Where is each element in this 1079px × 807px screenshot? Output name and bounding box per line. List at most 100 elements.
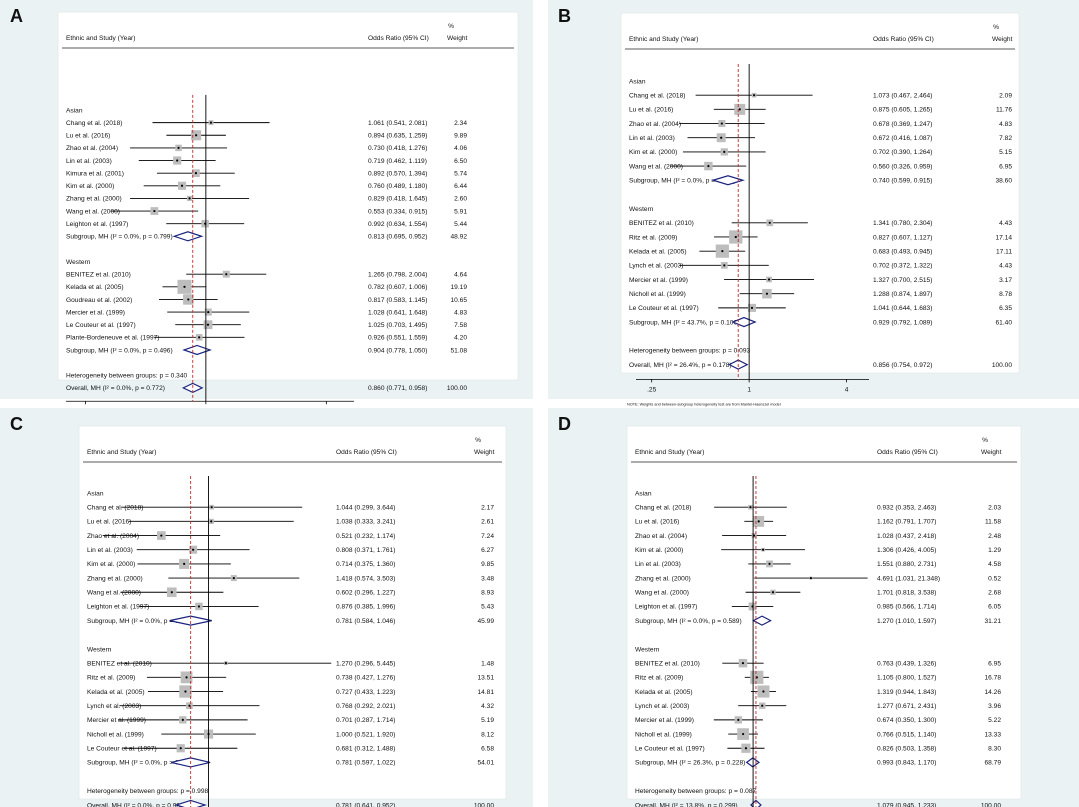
study-weight: 9.85 xyxy=(481,561,494,568)
point-estimate xyxy=(723,150,726,153)
point-estimate xyxy=(771,591,775,594)
study-weight: 2.09 xyxy=(999,92,1012,99)
point-estimate xyxy=(744,747,748,750)
study-ci: 1.319 (0.944, 1.843) xyxy=(877,689,936,696)
study-ci: 0.817 (0.583, 1.145) xyxy=(368,297,427,304)
study-name: Mercier et al. (1999) xyxy=(66,309,125,316)
study-name: Ritz et al. (2009) xyxy=(635,675,683,682)
study-ci: 1.341 (0.780, 2.304) xyxy=(873,220,932,227)
study-ci: 1.270 (0.296, 5.445) xyxy=(336,660,395,667)
group-label: Western xyxy=(635,646,660,653)
study-weight: 7.58 xyxy=(454,322,467,329)
study-weight: 3.96 xyxy=(988,703,1001,710)
header-weight: Weight xyxy=(992,36,1013,43)
panel-letter: D xyxy=(558,414,571,434)
percent-header: % xyxy=(982,437,988,444)
subgroup-weight: 38.60 xyxy=(995,178,1012,185)
x-tick-label: .25 xyxy=(647,386,656,393)
point-estimate xyxy=(737,718,740,721)
point-estimate xyxy=(183,285,186,288)
study-name: Le Couteur et al. (1997) xyxy=(66,322,136,329)
point-estimate xyxy=(185,676,188,679)
study-weight: 4.20 xyxy=(454,335,467,342)
study-ci: 1.028 (0.641, 1.648) xyxy=(368,309,427,316)
study-ci: 1.265 (0.798, 2.004) xyxy=(368,271,427,278)
subgroup-weight: 31.21 xyxy=(984,618,1001,625)
header-study: Ethnic and Study (Year) xyxy=(635,449,704,456)
study-name: Leighton et al. (1997) xyxy=(87,604,149,611)
point-estimate xyxy=(232,576,235,580)
subgroup-diamond xyxy=(752,615,772,626)
overall-label: Overall, MH (I² = 0.0%, p = 0.986) xyxy=(87,802,186,807)
study-ci: 1.038 (0.333, 3.241) xyxy=(336,519,395,526)
study-weight: 16.78 xyxy=(984,675,1001,682)
study-weight: 11.58 xyxy=(985,519,1001,526)
study-ci: 1.277 (0.671, 2.431) xyxy=(877,703,936,710)
header-odds-ratio: Odds Ratio (95% CI) xyxy=(336,449,397,456)
study-ci: 1.000 (0.521, 1.920) xyxy=(336,731,395,738)
point-estimate xyxy=(741,662,745,665)
group-label: Western xyxy=(87,646,112,653)
header-study: Ethnic and Study (Year) xyxy=(629,36,698,43)
overall-ci: 0.860 (0.771, 0.958) xyxy=(368,385,427,392)
point-estimate xyxy=(179,747,182,750)
point-estimate xyxy=(207,310,210,314)
study-weight: 4.64 xyxy=(454,271,467,278)
study-name: Zhao et al. (2004) xyxy=(66,145,118,152)
study-name: Lu et al. (2016) xyxy=(66,133,110,140)
study-name: Zhang et al. (2000) xyxy=(87,575,143,582)
study-name: Leighton et al. (1997) xyxy=(635,604,697,611)
study-ci: 0.719 (0.462, 1.119) xyxy=(368,158,427,165)
study-weight: 4.32 xyxy=(481,703,494,710)
study-ci: 0.714 (0.375, 1.360) xyxy=(336,561,395,568)
point-estimate xyxy=(184,690,187,693)
study-ci: 0.932 (0.353, 2.463) xyxy=(877,504,936,511)
study-ci: 0.766 (0.515, 1.140) xyxy=(877,731,936,738)
plot-area xyxy=(626,425,1022,800)
study-name: Lu et al. (2016) xyxy=(87,519,131,526)
header-odds-ratio: Odds Ratio (95% CI) xyxy=(873,36,934,43)
subgroup-ci: 1.270 (1.010, 1.597) xyxy=(877,618,936,625)
study-name: Lynch et al. (2003) xyxy=(635,703,689,710)
study-weight: 14.26 xyxy=(984,689,1001,696)
point-estimate xyxy=(761,548,765,551)
point-estimate xyxy=(225,273,228,276)
point-estimate xyxy=(177,146,180,149)
subgroup-diamond xyxy=(169,615,212,626)
study-ci: 0.826 (0.503, 1.358) xyxy=(877,746,936,753)
study-weight: 10.65 xyxy=(450,297,467,304)
study-name: Chang et al. (2018) xyxy=(87,504,143,511)
study-name: Nicholl et al. (1999) xyxy=(635,731,692,738)
study-name: Le Couteur et al. (1997) xyxy=(635,746,705,753)
header-study: Ethnic and Study (Year) xyxy=(66,35,135,42)
study-name: Chang et al. (2018) xyxy=(66,120,122,127)
study-weight: 2.34 xyxy=(454,120,467,127)
study-ci: 0.674 (0.350, 1.300) xyxy=(877,717,936,724)
point-estimate xyxy=(723,264,726,267)
study-weight: 7.24 xyxy=(481,533,494,540)
study-weight: 2.68 xyxy=(988,590,1001,597)
header-weight: Weight xyxy=(474,449,495,456)
point-estimate xyxy=(188,197,191,200)
point-estimate xyxy=(767,278,771,281)
point-estimate xyxy=(210,520,213,523)
study-name: Kim et al. (2000) xyxy=(87,561,135,568)
study-name: Lin et al. (2003) xyxy=(87,547,133,554)
study-ci: 0.926 (0.551, 1.559) xyxy=(368,335,427,342)
subgroup-weight: 51.08 xyxy=(450,347,467,354)
percent-header: % xyxy=(993,24,999,31)
study-name: Wang et al. (2000) xyxy=(629,163,683,170)
study-name: Kim et al. (2000) xyxy=(635,547,683,554)
heterogeneity-text: Heterogeneity between groups: p = 0.093 xyxy=(629,348,750,355)
study-ci: 1.044 (0.299, 3.644) xyxy=(336,504,395,511)
study-weight: 8.93 xyxy=(481,590,494,597)
point-estimate xyxy=(181,718,184,721)
study-name: Ritz et al. (2009) xyxy=(629,234,677,241)
subgroup-ci: 0.929 (0.792, 1.089) xyxy=(873,319,932,326)
study-ci: 0.892 (0.570, 1.394) xyxy=(368,170,427,177)
plot-area xyxy=(78,425,507,800)
study-weight: 4.83 xyxy=(454,309,467,316)
study-name: Zhang et al. (2000) xyxy=(635,575,691,582)
study-ci: 0.701 (0.287, 1.714) xyxy=(336,717,395,724)
